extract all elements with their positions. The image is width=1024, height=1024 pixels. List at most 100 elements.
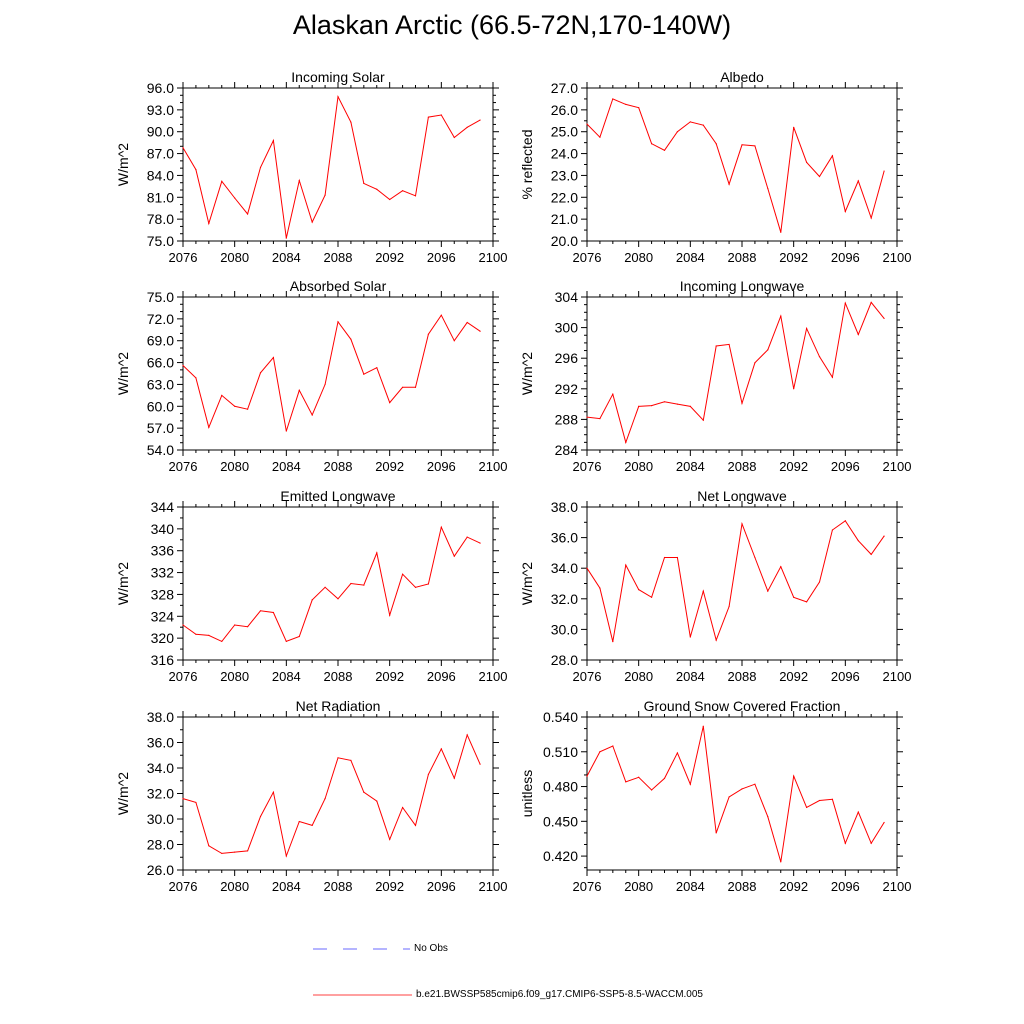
x-tick-label: 2088	[324, 669, 353, 684]
x-tick-label: 2100	[479, 250, 508, 265]
data-point	[689, 405, 691, 407]
data-point	[208, 426, 210, 429]
data-point	[793, 775, 795, 777]
x-tick-label: 2092	[375, 250, 404, 265]
legend-obs-label: No Obs	[414, 943, 448, 954]
data-point	[650, 143, 653, 145]
data-point	[466, 126, 468, 128]
y-tick-label: 0.480	[543, 779, 578, 795]
data-point	[389, 838, 391, 841]
data-point	[285, 855, 287, 857]
data-point	[870, 301, 872, 303]
data-point	[259, 166, 262, 169]
data-point	[754, 783, 756, 785]
x-tick-label: 2088	[728, 250, 757, 265]
y-tick-label: 0.540	[543, 709, 578, 725]
x-tick-label: 2088	[324, 879, 353, 894]
data-point	[831, 155, 834, 157]
x-tick-label: 2080	[624, 879, 653, 894]
panel-title: Net Longwave	[697, 488, 787, 504]
data-point	[298, 635, 300, 638]
panel-emitted-longwave: Emitted Longwave W/m^2 2076 2080 2084 2088 209…	[115, 488, 507, 684]
data-point	[702, 725, 704, 727]
data-point	[246, 626, 249, 628]
data-point	[818, 799, 821, 802]
series-line-incoming-solar	[182, 95, 481, 239]
y-tick-label: 36.0	[551, 530, 578, 546]
y-tick-label: 23.0	[551, 167, 578, 183]
data-point	[298, 820, 300, 823]
data-point	[715, 143, 717, 145]
y-tick-label: 32.0	[147, 786, 174, 802]
data-point	[818, 356, 821, 358]
y-tick-label: 25.0	[551, 124, 578, 140]
legend-model-label: b.e21.BWSSP585cmip6.f09_g17.CMIP6-SSP5-8…	[416, 989, 703, 1000]
y-tick-label: 328	[151, 586, 175, 602]
data-point	[440, 526, 442, 528]
x-tick-label: 2084	[676, 879, 705, 894]
data-point	[324, 194, 326, 196]
data-point	[599, 587, 601, 589]
data-point	[625, 103, 627, 105]
data-point	[625, 564, 627, 566]
data-point	[689, 783, 691, 785]
data-point	[285, 430, 287, 432]
data-point	[195, 169, 197, 171]
y-tick-label: 0.420	[543, 848, 578, 864]
data-point	[337, 321, 339, 323]
data-point	[805, 327, 808, 329]
x-tick-label: 2084	[676, 459, 705, 474]
data-point	[182, 798, 184, 800]
data-point	[857, 180, 859, 182]
panel-absorbed-solar: Absorbed Solar W/m^2 2076 2080 2084 2088 2092 2…	[115, 278, 507, 474]
x-tick-label: 2096	[831, 459, 860, 474]
data-point	[337, 757, 339, 759]
data-point	[857, 540, 859, 542]
panel-net-radiation: Net Radiation W/m^2 2076 2080 2084 2088 2092 20…	[115, 698, 507, 894]
data-point	[427, 333, 430, 335]
data-point	[586, 775, 588, 777]
y-tick-label: 284	[555, 442, 579, 458]
y-tick-label: 96.0	[147, 80, 174, 96]
y-tick-label: 292	[555, 381, 579, 397]
y-tick-label: 75.0	[147, 233, 174, 249]
x-tick-label: 2076	[169, 250, 198, 265]
data-point	[650, 405, 653, 407]
y-axis-label: W/m^2	[115, 352, 131, 395]
data-point	[401, 386, 404, 388]
data-point	[350, 759, 352, 761]
data-point	[427, 773, 430, 775]
data-point	[805, 161, 808, 163]
x-tick-label: 2088	[728, 879, 757, 894]
data-point	[883, 170, 885, 172]
y-tick-label: 324	[151, 608, 175, 624]
data-point	[363, 373, 365, 375]
y-tick-label: 28.0	[551, 652, 578, 668]
panel-incoming-solar: Incoming Solar W/m^2 2076 2080 2084 2088 2092 2…	[115, 69, 507, 265]
data-point	[767, 349, 769, 351]
data-point	[818, 581, 821, 583]
data-point	[663, 149, 666, 151]
panel-title: Incoming Longwave	[680, 278, 805, 294]
y-axis-label: W/m^2	[115, 562, 131, 605]
data-point	[676, 403, 679, 405]
x-tick-label: 2092	[779, 250, 808, 265]
y-tick-label: 30.0	[147, 811, 174, 827]
data-point	[246, 213, 249, 215]
x-tick-label: 2084	[272, 879, 301, 894]
data-point	[689, 636, 691, 638]
series-line-absorbed-solar	[182, 314, 481, 432]
data-point	[182, 147, 184, 149]
x-tick-label: 2080	[624, 459, 653, 474]
x-tick-label: 2096	[831, 250, 860, 265]
data-point	[728, 183, 730, 185]
data-point	[741, 523, 743, 525]
x-tick-label: 2076	[573, 879, 602, 894]
data-point	[259, 815, 262, 818]
y-tick-label: 93.0	[147, 102, 174, 118]
data-point	[767, 816, 769, 818]
x-tick-label: 2076	[169, 669, 198, 684]
x-tick-label: 2080	[624, 250, 653, 265]
panel-title: Albedo	[720, 69, 764, 85]
data-point	[363, 182, 365, 185]
